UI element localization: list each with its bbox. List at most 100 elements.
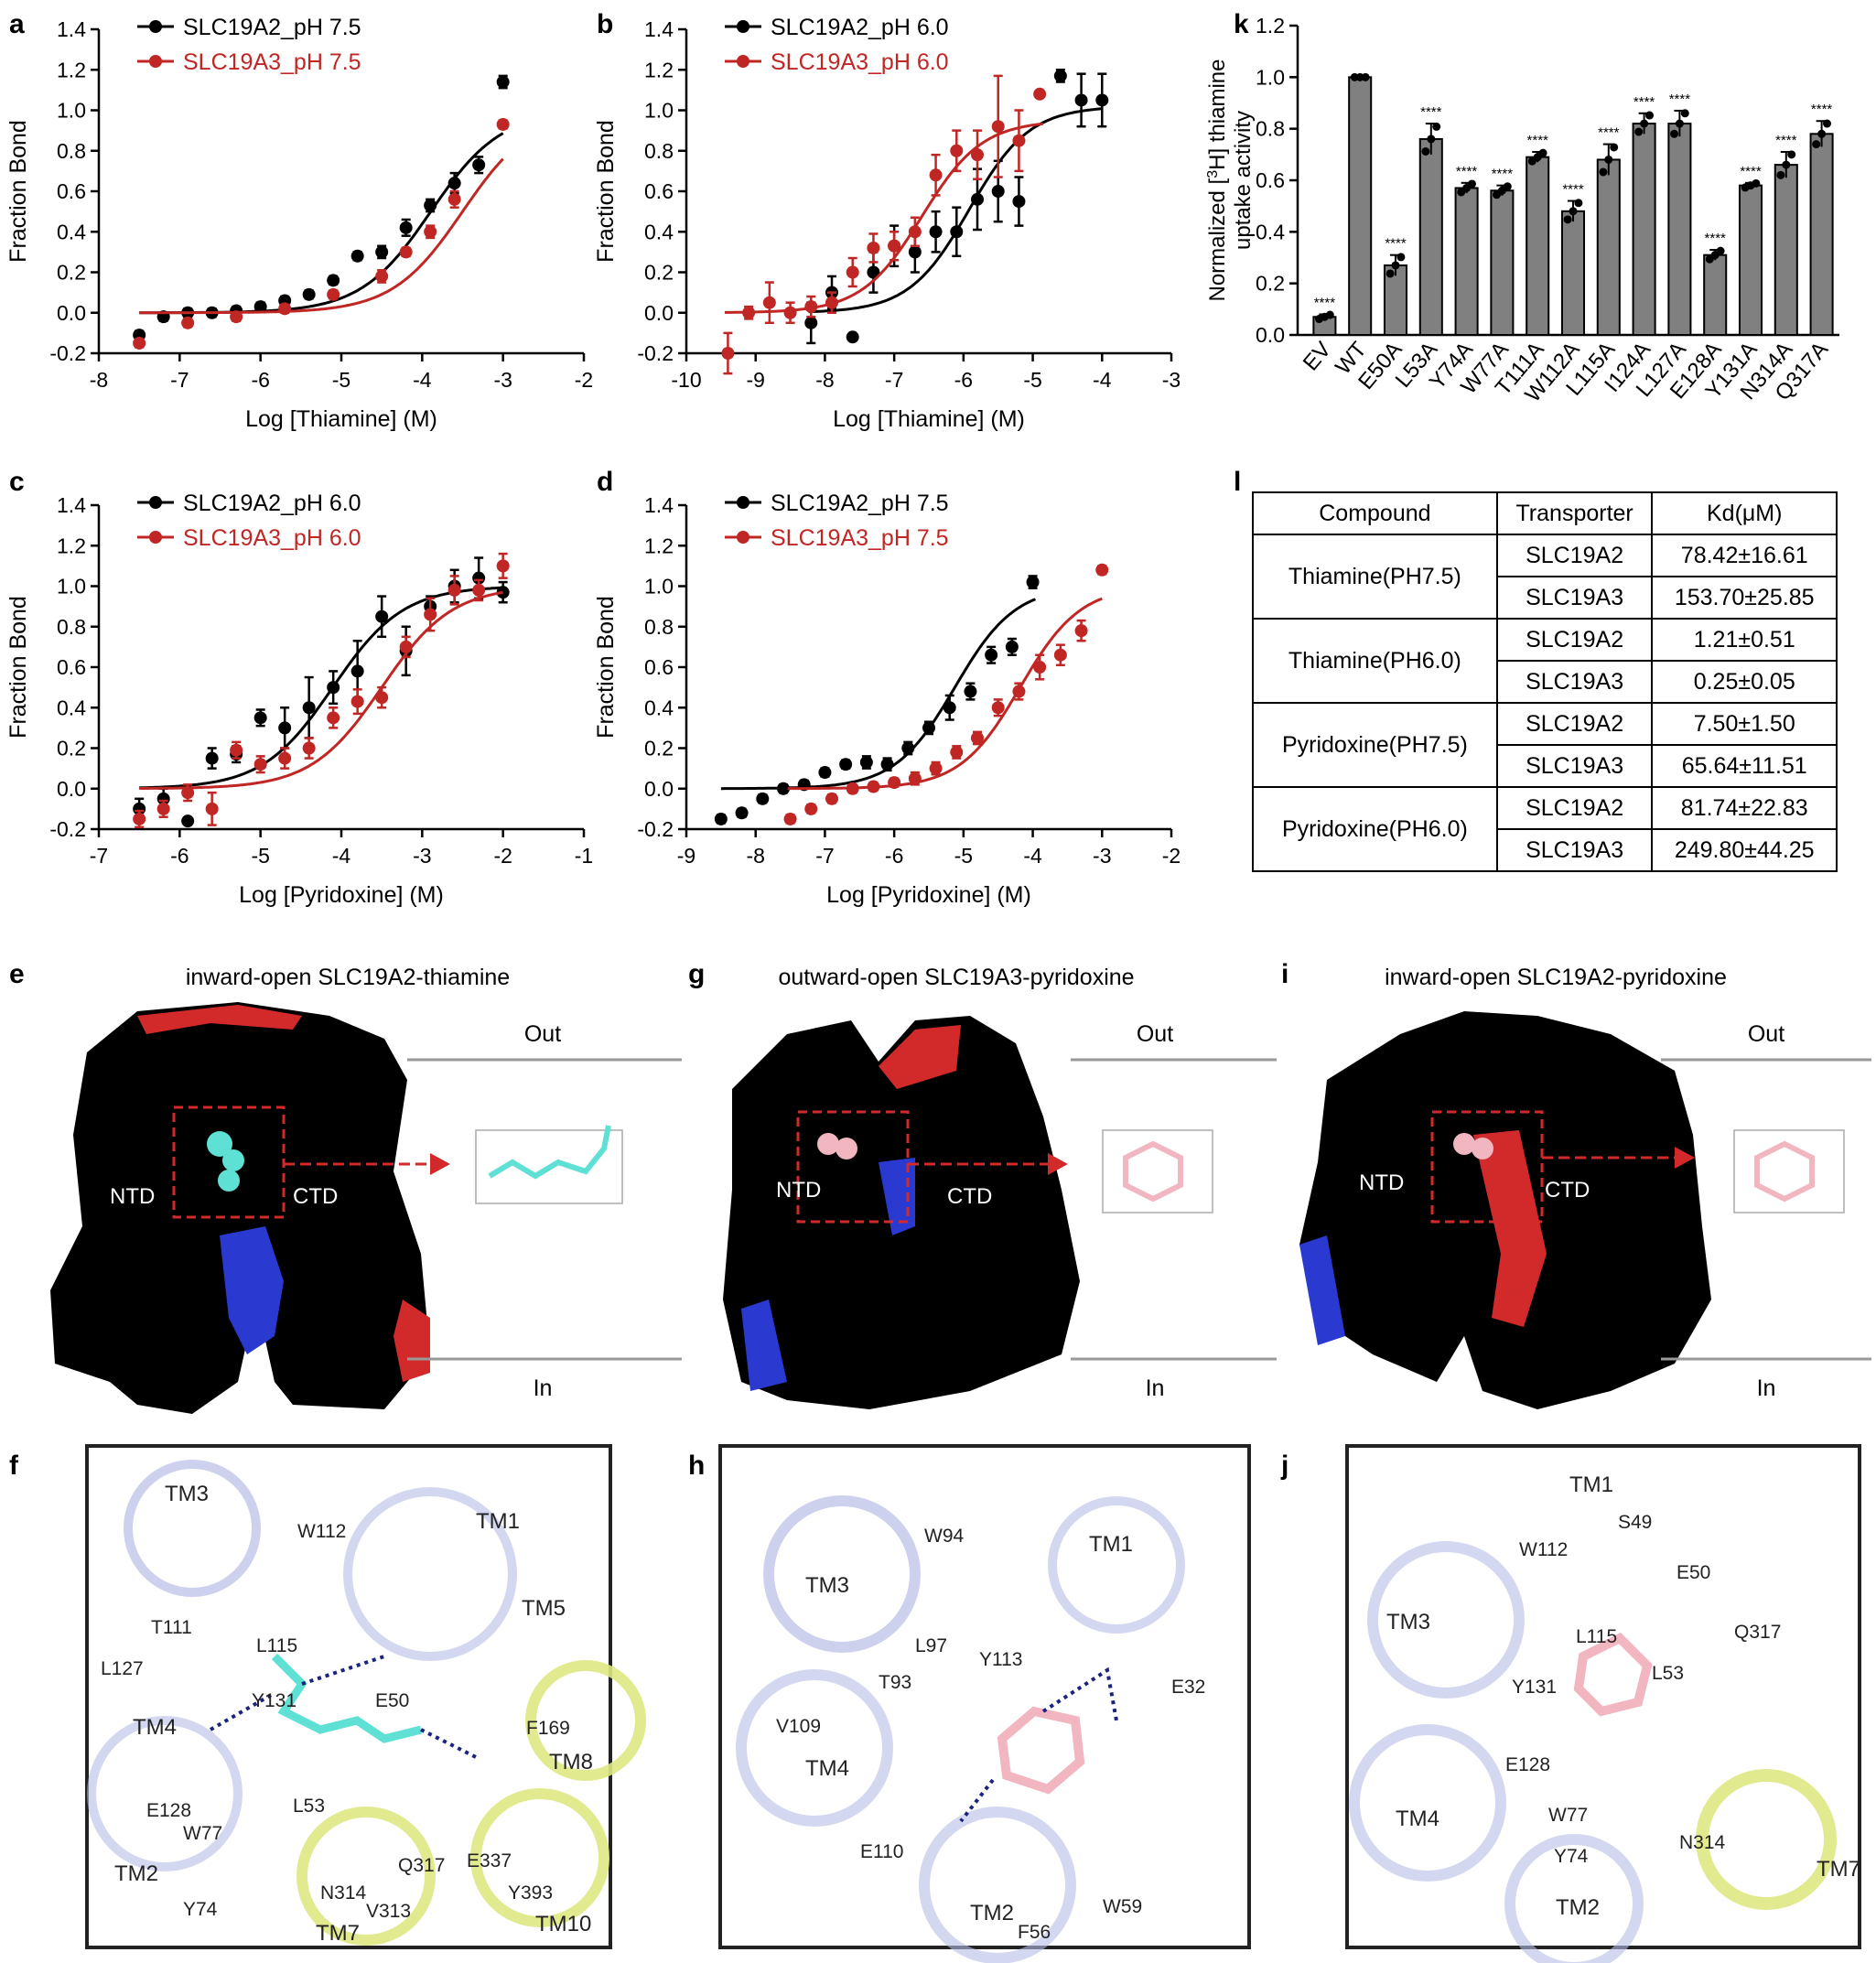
ligand-stick-e (488, 1125, 611, 1180)
table-cell-kd: 78.42±16.61 (1651, 534, 1838, 577)
x-tick-label: -3 (1093, 844, 1111, 868)
fit-curve (139, 590, 503, 790)
y-tick-label: 0.8 (1256, 117, 1285, 141)
replicate-dot (1538, 148, 1547, 157)
data-point (472, 571, 486, 585)
legend-marker (737, 55, 749, 68)
data-point (327, 274, 340, 287)
x-axis-label: Log [Thiamine] (M) (245, 406, 437, 432)
residue-label: L127 (101, 1658, 144, 1679)
replicate-dot (1604, 155, 1613, 164)
legend-label: SLC19A2_pH 7.5 (771, 491, 949, 516)
significance-label: **** (1456, 164, 1478, 179)
helix-label: TM10 (535, 1912, 591, 1936)
panel-h-frame (718, 1444, 1251, 1949)
data-point (133, 812, 146, 825)
table-row: SLC19A3 249.80±44.25 (1253, 828, 1838, 872)
table-row: SLC19A3 153.70±25.85 (1253, 576, 1838, 620)
x-tick-label: -7 (885, 368, 903, 392)
y-label-part: H] thiamine (1205, 59, 1230, 169)
data-point (783, 306, 797, 319)
surface-e-red2 (394, 1300, 430, 1382)
replicate-dot (1752, 178, 1761, 188)
panel-letter-f: f (9, 1451, 18, 1481)
y-tick-label: 1.2 (1256, 14, 1285, 38)
helix-label: TM2 (970, 1901, 1014, 1925)
panel-letter-k: k (1234, 9, 1249, 39)
panel-f: TM3 W112 TM1 TM5 T111 L115 L127 Y131 E50 F169 TM4 T… (85, 1444, 646, 1949)
ctd-label: CTD (1545, 1178, 1590, 1203)
data-point (253, 758, 267, 771)
data-point (399, 640, 413, 653)
bar (1809, 133, 1834, 336)
data-point (278, 721, 292, 735)
residue-label: T93 (879, 1672, 911, 1693)
chart-k: 0.0 0.2 0.4 0.6 0.8 1.0 1.2 Normalized [3H] thi… (1205, 14, 1839, 407)
x-axis-label: Log [Pyridoxine] (M) (826, 882, 1031, 908)
data-point (971, 731, 984, 745)
table-cell-compound: Pyridoxine(PH7.5) (1252, 702, 1498, 788)
residue-label: W94 (924, 1526, 965, 1547)
in-label: In (534, 1375, 553, 1401)
data-point (496, 75, 510, 89)
x-tick-label: -4 (413, 368, 432, 392)
ntd-label: NTD (1359, 1170, 1404, 1195)
data-point (399, 221, 413, 234)
ligand-g (817, 1133, 839, 1155)
data-point (375, 609, 389, 623)
y-tick-label: 0.4 (644, 220, 674, 243)
y-tick-label: 0.6 (644, 179, 674, 203)
table-cell-transporter: SLC19A3 (1495, 660, 1654, 704)
legend-label: SLC19A2_pH 6.0 (771, 15, 949, 40)
panel-letter-b: b (597, 9, 614, 39)
data-point (867, 241, 880, 254)
data-point (846, 265, 859, 279)
x-tick-label: -3 (493, 368, 512, 392)
residue-label: L53 (1652, 1663, 1684, 1684)
significance-label: **** (1775, 133, 1797, 148)
data-point (1074, 93, 1088, 107)
y-axis-label: Normalized [3H] thiamine (1205, 59, 1231, 301)
data-point (447, 192, 461, 206)
y-tick-label: 1.2 (57, 58, 86, 81)
data-point (908, 225, 922, 239)
data-point (327, 287, 340, 301)
arrow-head-icon (430, 1153, 450, 1175)
x-tick-label: -2 (1162, 844, 1181, 868)
data-point (253, 711, 267, 725)
y-tick-label: 0.0 (57, 301, 86, 325)
chart-d: -9 -8 -7 -6 -5 -4 -3 -2 -0.2 0.0 0.2 0.4 0.6 0.8 1.0 1.… (595, 491, 1181, 908)
replicate-dot (1644, 111, 1654, 120)
y-tick-label: -0.2 (637, 817, 674, 841)
data-point (302, 741, 316, 755)
data-point (278, 751, 292, 765)
replicate-dot (1670, 129, 1679, 138)
in-label: In (1146, 1375, 1165, 1401)
bar (1348, 76, 1373, 336)
residue-label: S49 (1618, 1512, 1652, 1533)
data-point (950, 144, 964, 157)
replicate-dot (1610, 143, 1619, 152)
replicate-dot (1569, 207, 1578, 216)
data-point (181, 786, 195, 800)
data-point (447, 583, 461, 597)
data-point (375, 245, 389, 259)
residue-label: Q317 (1734, 1622, 1781, 1643)
residue-label: E32 (1171, 1677, 1205, 1698)
residue-label: F56 (1018, 1922, 1051, 1943)
panel-letter-d: d (597, 467, 614, 497)
y-tick-label: 1.2 (57, 534, 86, 557)
data-point (278, 302, 292, 316)
legend-marker (737, 496, 749, 509)
replicate-dot (1817, 129, 1827, 138)
ligand-e (207, 1131, 232, 1157)
x-tick-label: -6 (170, 844, 189, 868)
data-point (1095, 563, 1109, 577)
y-tick-label: 0.8 (57, 615, 86, 639)
data-point (908, 771, 922, 785)
x-tick-label: -7 (90, 844, 108, 868)
data-point (950, 745, 964, 759)
panel-i-title: inward-open SLC19A2-pyridoxine (1385, 965, 1727, 990)
